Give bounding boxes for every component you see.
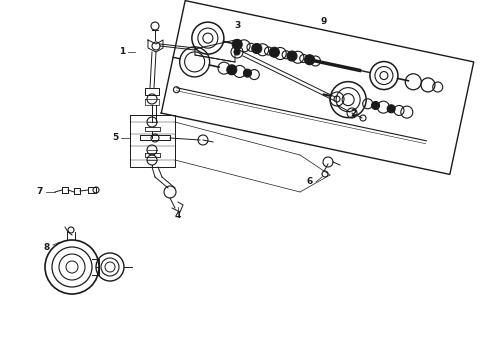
Circle shape <box>305 55 315 65</box>
Circle shape <box>244 69 251 77</box>
Text: 8: 8 <box>44 243 50 252</box>
Circle shape <box>234 49 240 55</box>
Circle shape <box>360 115 366 121</box>
Text: 2: 2 <box>350 109 356 118</box>
Circle shape <box>232 39 242 49</box>
Text: 9: 9 <box>320 17 327 26</box>
Circle shape <box>227 65 237 75</box>
Text: 3: 3 <box>234 22 240 31</box>
Text: 4: 4 <box>175 211 181 220</box>
Text: 6: 6 <box>307 177 313 186</box>
Text: 1: 1 <box>119 48 125 57</box>
Circle shape <box>334 96 340 102</box>
Circle shape <box>252 44 262 54</box>
Circle shape <box>387 105 395 113</box>
Circle shape <box>287 51 297 61</box>
Circle shape <box>270 47 279 57</box>
Text: 7: 7 <box>37 188 43 197</box>
Text: 5: 5 <box>112 134 118 143</box>
Circle shape <box>371 102 380 109</box>
